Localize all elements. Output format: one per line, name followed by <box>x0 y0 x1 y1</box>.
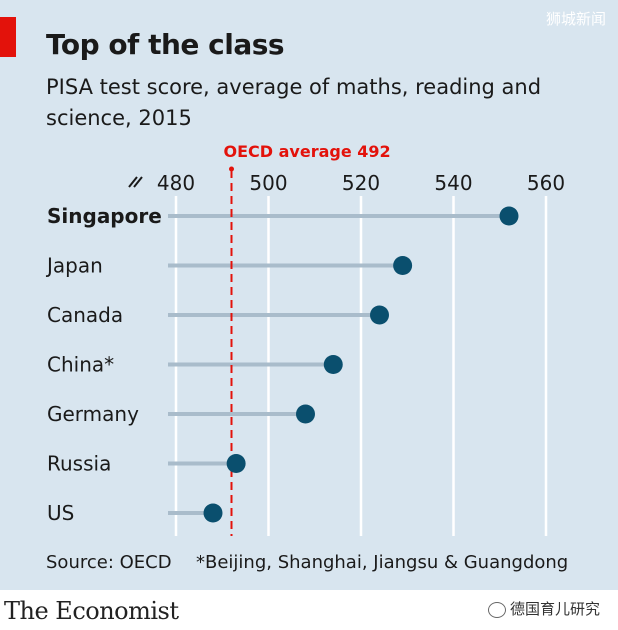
x-tick-label-560: 560 <box>527 171 565 195</box>
country-label-5: Russia <box>47 452 111 476</box>
brand-logo: The Economist <box>4 597 179 625</box>
watermark-top: 狮城新闻 <box>545 10 606 28</box>
source-note: Source: OECD <box>46 552 172 573</box>
country-label-4: Germany <box>47 402 139 426</box>
x-tick-label-500: 500 <box>249 171 287 195</box>
data-point-5 <box>226 454 246 473</box>
chart-title: Top of the class <box>46 28 285 61</box>
country-label-6: US <box>47 501 74 525</box>
watermark-bottom: 德国育儿研究 <box>487 598 600 619</box>
data-point-6 <box>203 503 223 523</box>
data-point-2 <box>370 305 389 325</box>
watermark-bottom-text: 德国育儿研究 <box>509 600 600 618</box>
wechat-icon <box>487 601 506 618</box>
data-point-4 <box>296 404 315 424</box>
x-tick-label-480: 480 <box>157 171 195 195</box>
data-point-0 <box>499 206 519 226</box>
data-point-3 <box>323 355 343 374</box>
footnote: *Beijing, Shanghai, Jiangsu & Guangdong <box>196 552 569 573</box>
x-tick-label-540: 540 <box>434 171 472 195</box>
chart-subtitle: PISA test score, average of maths, readi… <box>46 75 542 130</box>
country-label-2: Canada <box>47 303 123 327</box>
country-label-0: Singapore <box>47 204 162 228</box>
oecd-average-marker <box>229 166 234 172</box>
x-tick-label-520: 520 <box>342 171 380 195</box>
axis-break-icon <box>128 176 143 188</box>
oecd-average-label: OECD average 492 <box>224 142 391 161</box>
brand-red-tag <box>0 17 16 57</box>
dot-plot-chart: 480 500 520 540 560 Singapore Japan Canada China… <box>45 142 565 536</box>
country-label-3: China* <box>47 353 114 377</box>
country-label-1: Japan <box>45 254 103 278</box>
chart-panel <box>0 0 618 590</box>
data-point-1 <box>393 256 413 275</box>
